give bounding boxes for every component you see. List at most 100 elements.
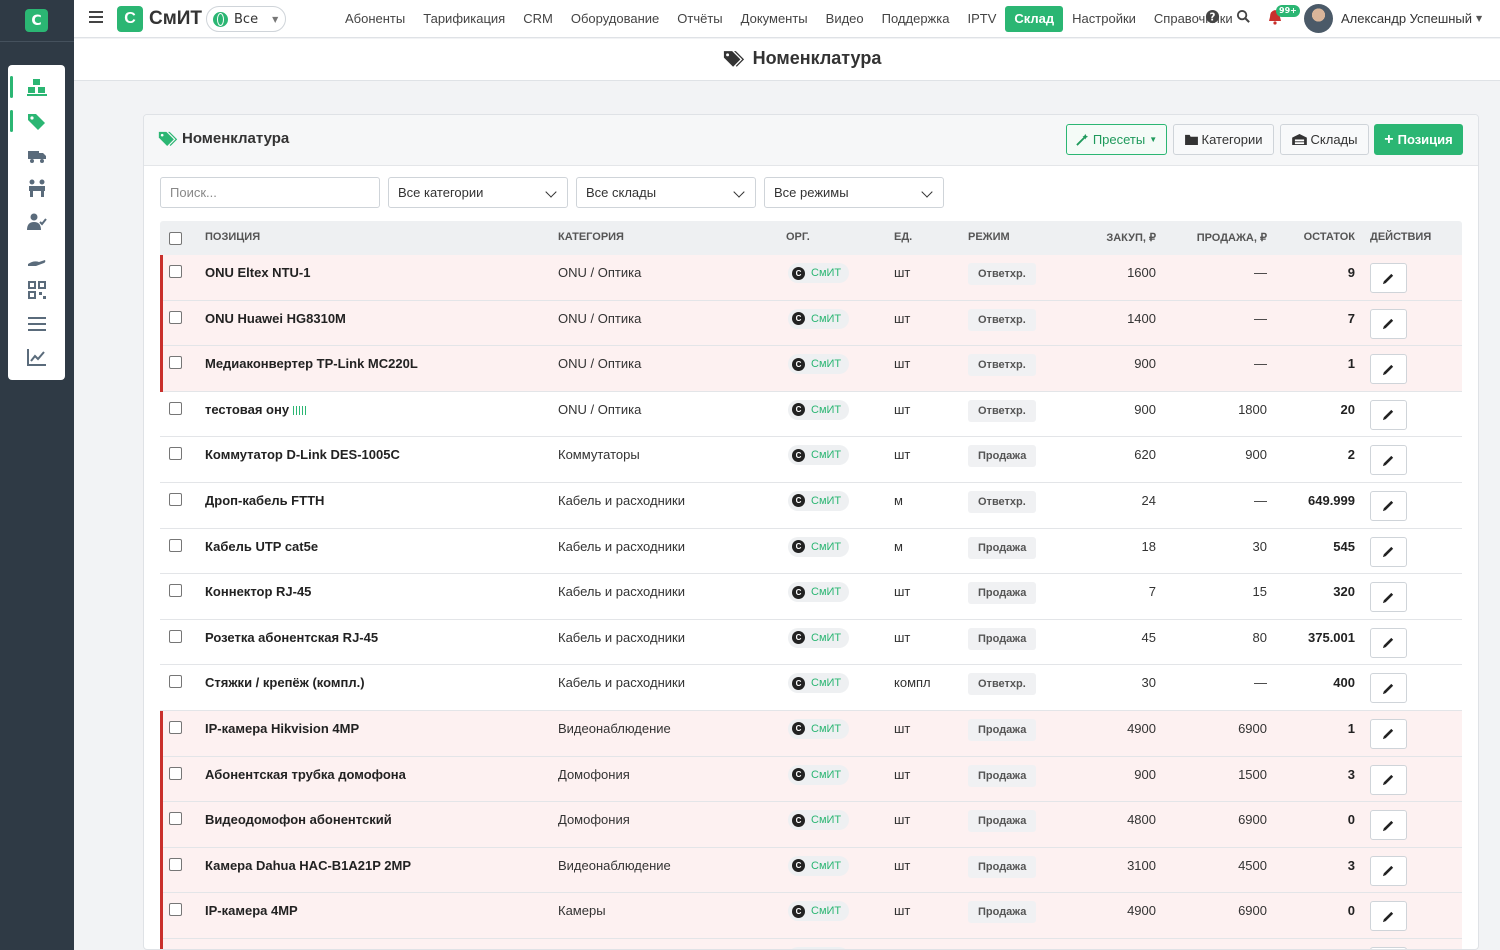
edit-button[interactable]	[1370, 764, 1407, 795]
item-name[interactable]: Абонентская трубка домофона	[205, 767, 406, 782]
row-checkbox[interactable]	[169, 538, 182, 552]
table-row[interactable]: Дроп-кабель FTTH Кабель и расходники С СмИТ…	[160, 482, 1462, 529]
nav-item[interactable]: Настройки	[1072, 11, 1136, 26]
row-checkbox[interactable]	[169, 629, 182, 643]
truck-icon[interactable]	[8, 142, 65, 168]
bell-icon[interactable]: 99+	[1266, 5, 1300, 25]
row-checkbox[interactable]	[169, 447, 182, 461]
edit-button[interactable]	[1370, 946, 1407, 949]
table-row[interactable]: ONU Eltex NTU-1 ONU / Оптика С СмИТ шт Ответх…	[160, 255, 1462, 301]
warehouse-icon[interactable]	[8, 74, 65, 100]
col-category[interactable]: КАТЕГОРИЯ	[558, 231, 624, 243]
item-name[interactable]: IP-камера 4MP	[205, 903, 298, 918]
edit-button[interactable]	[1370, 582, 1407, 613]
avatar[interactable]	[1304, 4, 1333, 33]
col-stock[interactable]: ОСТАТОК	[1303, 231, 1355, 243]
search-icon[interactable]	[1235, 8, 1252, 25]
edit-button[interactable]	[1370, 627, 1407, 658]
table-row[interactable]: Коннектор RJ-45 Кабель и расходники С СмИТ ш…	[160, 574, 1462, 620]
col-mode[interactable]: РЕЖИМ	[968, 231, 1010, 243]
hamburger-icon[interactable]	[89, 11, 103, 25]
rail-logo[interactable]: С	[25, 9, 48, 32]
table-row[interactable]: Розетка абонентская RJ-45 Кабель и расход…	[160, 619, 1462, 666]
item-name[interactable]: Медиаконвертер TP-Link MC220L	[205, 356, 418, 371]
row-checkbox[interactable]	[169, 310, 182, 324]
nav-item[interactable]: Отчёты	[677, 11, 723, 26]
table-row[interactable]: ONU Huawei HG8310M ONU / Оптика С СмИТ шт Отв…	[160, 300, 1462, 347]
category-filter[interactable]: Все категории	[388, 177, 568, 208]
table-row[interactable]: Камера Dahua HAC-B1A21P 2MP Видеонаблюден…	[160, 847, 1462, 894]
col-position[interactable]: ПОЗИЦИЯ	[205, 231, 261, 243]
presets-button[interactable]: Пресеты ▼	[1066, 124, 1167, 155]
item-name[interactable]: Коннектор RJ-45	[205, 584, 311, 599]
nav-item[interactable]: CRM	[523, 11, 553, 26]
edit-button[interactable]	[1370, 855, 1407, 886]
row-checkbox[interactable]	[169, 401, 182, 415]
store-filter[interactable]: Все склады	[576, 177, 756, 208]
table-row[interactable]: Кабель UTP cat5e Кабель и расходники С СмИТ…	[160, 528, 1462, 575]
hand-holding-icon[interactable]	[8, 248, 65, 274]
nav-item[interactable]: Документы	[740, 11, 808, 26]
categories-button[interactable]: Категории	[1173, 124, 1274, 155]
select-all-checkbox[interactable]	[169, 232, 182, 245]
nav-item[interactable]: Видео	[825, 11, 864, 26]
table-row[interactable]: IP-камера 4MP Камеры С СмИТ шт Продажа 4900 690…	[160, 893, 1462, 939]
chart-line-icon[interactable]	[8, 344, 65, 370]
row-checkbox[interactable]	[169, 584, 182, 598]
row-checkbox[interactable]	[169, 857, 182, 871]
user-check-icon[interactable]	[8, 209, 65, 235]
table-row[interactable]: Абонентская трубка домофона Домофония С СмИ…	[160, 756, 1462, 803]
edit-button[interactable]	[1370, 308, 1407, 339]
col-unit[interactable]: ЕД.	[894, 231, 913, 243]
edit-button[interactable]	[1370, 536, 1407, 567]
table-row[interactable]: IP-камера Hikvision 4MP Видеонаблюдение С С…	[160, 710, 1462, 757]
table-row[interactable]: тестовая ону ONU / Оптика С СмИТ шт Ответхр. 9…	[160, 391, 1462, 438]
user-caret-icon[interactable]: ▼	[1476, 14, 1483, 23]
nav-item[interactable]: Абоненты	[345, 11, 406, 26]
row-checkbox[interactable]	[169, 766, 182, 780]
row-checkbox[interactable]	[169, 265, 182, 278]
item-name[interactable]: Камера Dahua HAC-B1A21P 2MP	[205, 858, 411, 873]
table-row[interactable]: Стяжки / крепёж (компл.) Кабель и расходн…	[160, 665, 1462, 711]
nav-item[interactable]: Тарификация	[423, 11, 506, 26]
brand[interactable]: С СмИТ	[117, 6, 202, 32]
row-checkbox[interactable]	[169, 720, 182, 734]
qrcode-icon[interactable]	[8, 277, 65, 303]
item-name[interactable]: Дроп-кабель FTTH	[205, 493, 324, 508]
edit-button[interactable]	[1370, 263, 1407, 293]
item-name[interactable]: ONU Huawei HG8310M	[205, 311, 346, 326]
item-name[interactable]: Розетка абонентская RJ-45	[205, 630, 378, 645]
mode-filter[interactable]: Все режимы	[764, 177, 944, 208]
item-name[interactable]: ONU Eltex NTU-1	[205, 265, 310, 280]
list-icon[interactable]	[8, 311, 65, 337]
row-checkbox[interactable]	[169, 812, 182, 826]
item-name[interactable]: Стяжки / крепёж (компл.)	[205, 675, 365, 690]
edit-button[interactable]	[1370, 490, 1407, 521]
col-org[interactable]: ОРГ.	[786, 231, 810, 243]
nav-item[interactable]: Поддержка	[881, 11, 950, 26]
scope-selector[interactable]: Все ▼	[206, 6, 286, 32]
edit-button[interactable]	[1370, 354, 1407, 385]
item-name[interactable]: тестовая ону	[205, 402, 308, 417]
nav-item[interactable]: Склад	[1005, 6, 1064, 32]
stores-button[interactable]: Склады	[1280, 124, 1369, 155]
edit-button[interactable]	[1370, 810, 1407, 841]
item-name[interactable]: Кабель UTP cat5e	[205, 539, 318, 554]
item-name[interactable]: IP-камера Hikvision 4MP	[205, 721, 359, 736]
col-sell[interactable]: ПРОДАЖА, ₽	[1196, 232, 1267, 244]
row-checkbox[interactable]	[169, 492, 182, 506]
table-row[interactable]: Медиаконвертер TP-Link MC220L ONU / Оптик…	[160, 346, 1462, 392]
col-buy[interactable]: ЗАКУП, ₽	[1106, 232, 1156, 244]
item-name[interactable]: Коммутатор D-Link DES-1005C	[205, 447, 400, 462]
item-name[interactable]: Видеодомофон абонентский	[205, 812, 392, 827]
user-name[interactable]: Александр Успешный	[1341, 11, 1473, 26]
nav-item[interactable]: Оборудование	[570, 11, 660, 26]
row-checkbox[interactable]	[169, 903, 182, 917]
edit-button[interactable]	[1370, 901, 1407, 932]
table-row[interactable]: Видеодомофон абонентский Домофония С СмИТ шт…	[160, 802, 1462, 848]
tags-icon[interactable]	[8, 108, 65, 134]
search-input[interactable]	[160, 177, 380, 208]
edit-button[interactable]	[1370, 445, 1407, 476]
edit-button[interactable]	[1370, 399, 1407, 430]
